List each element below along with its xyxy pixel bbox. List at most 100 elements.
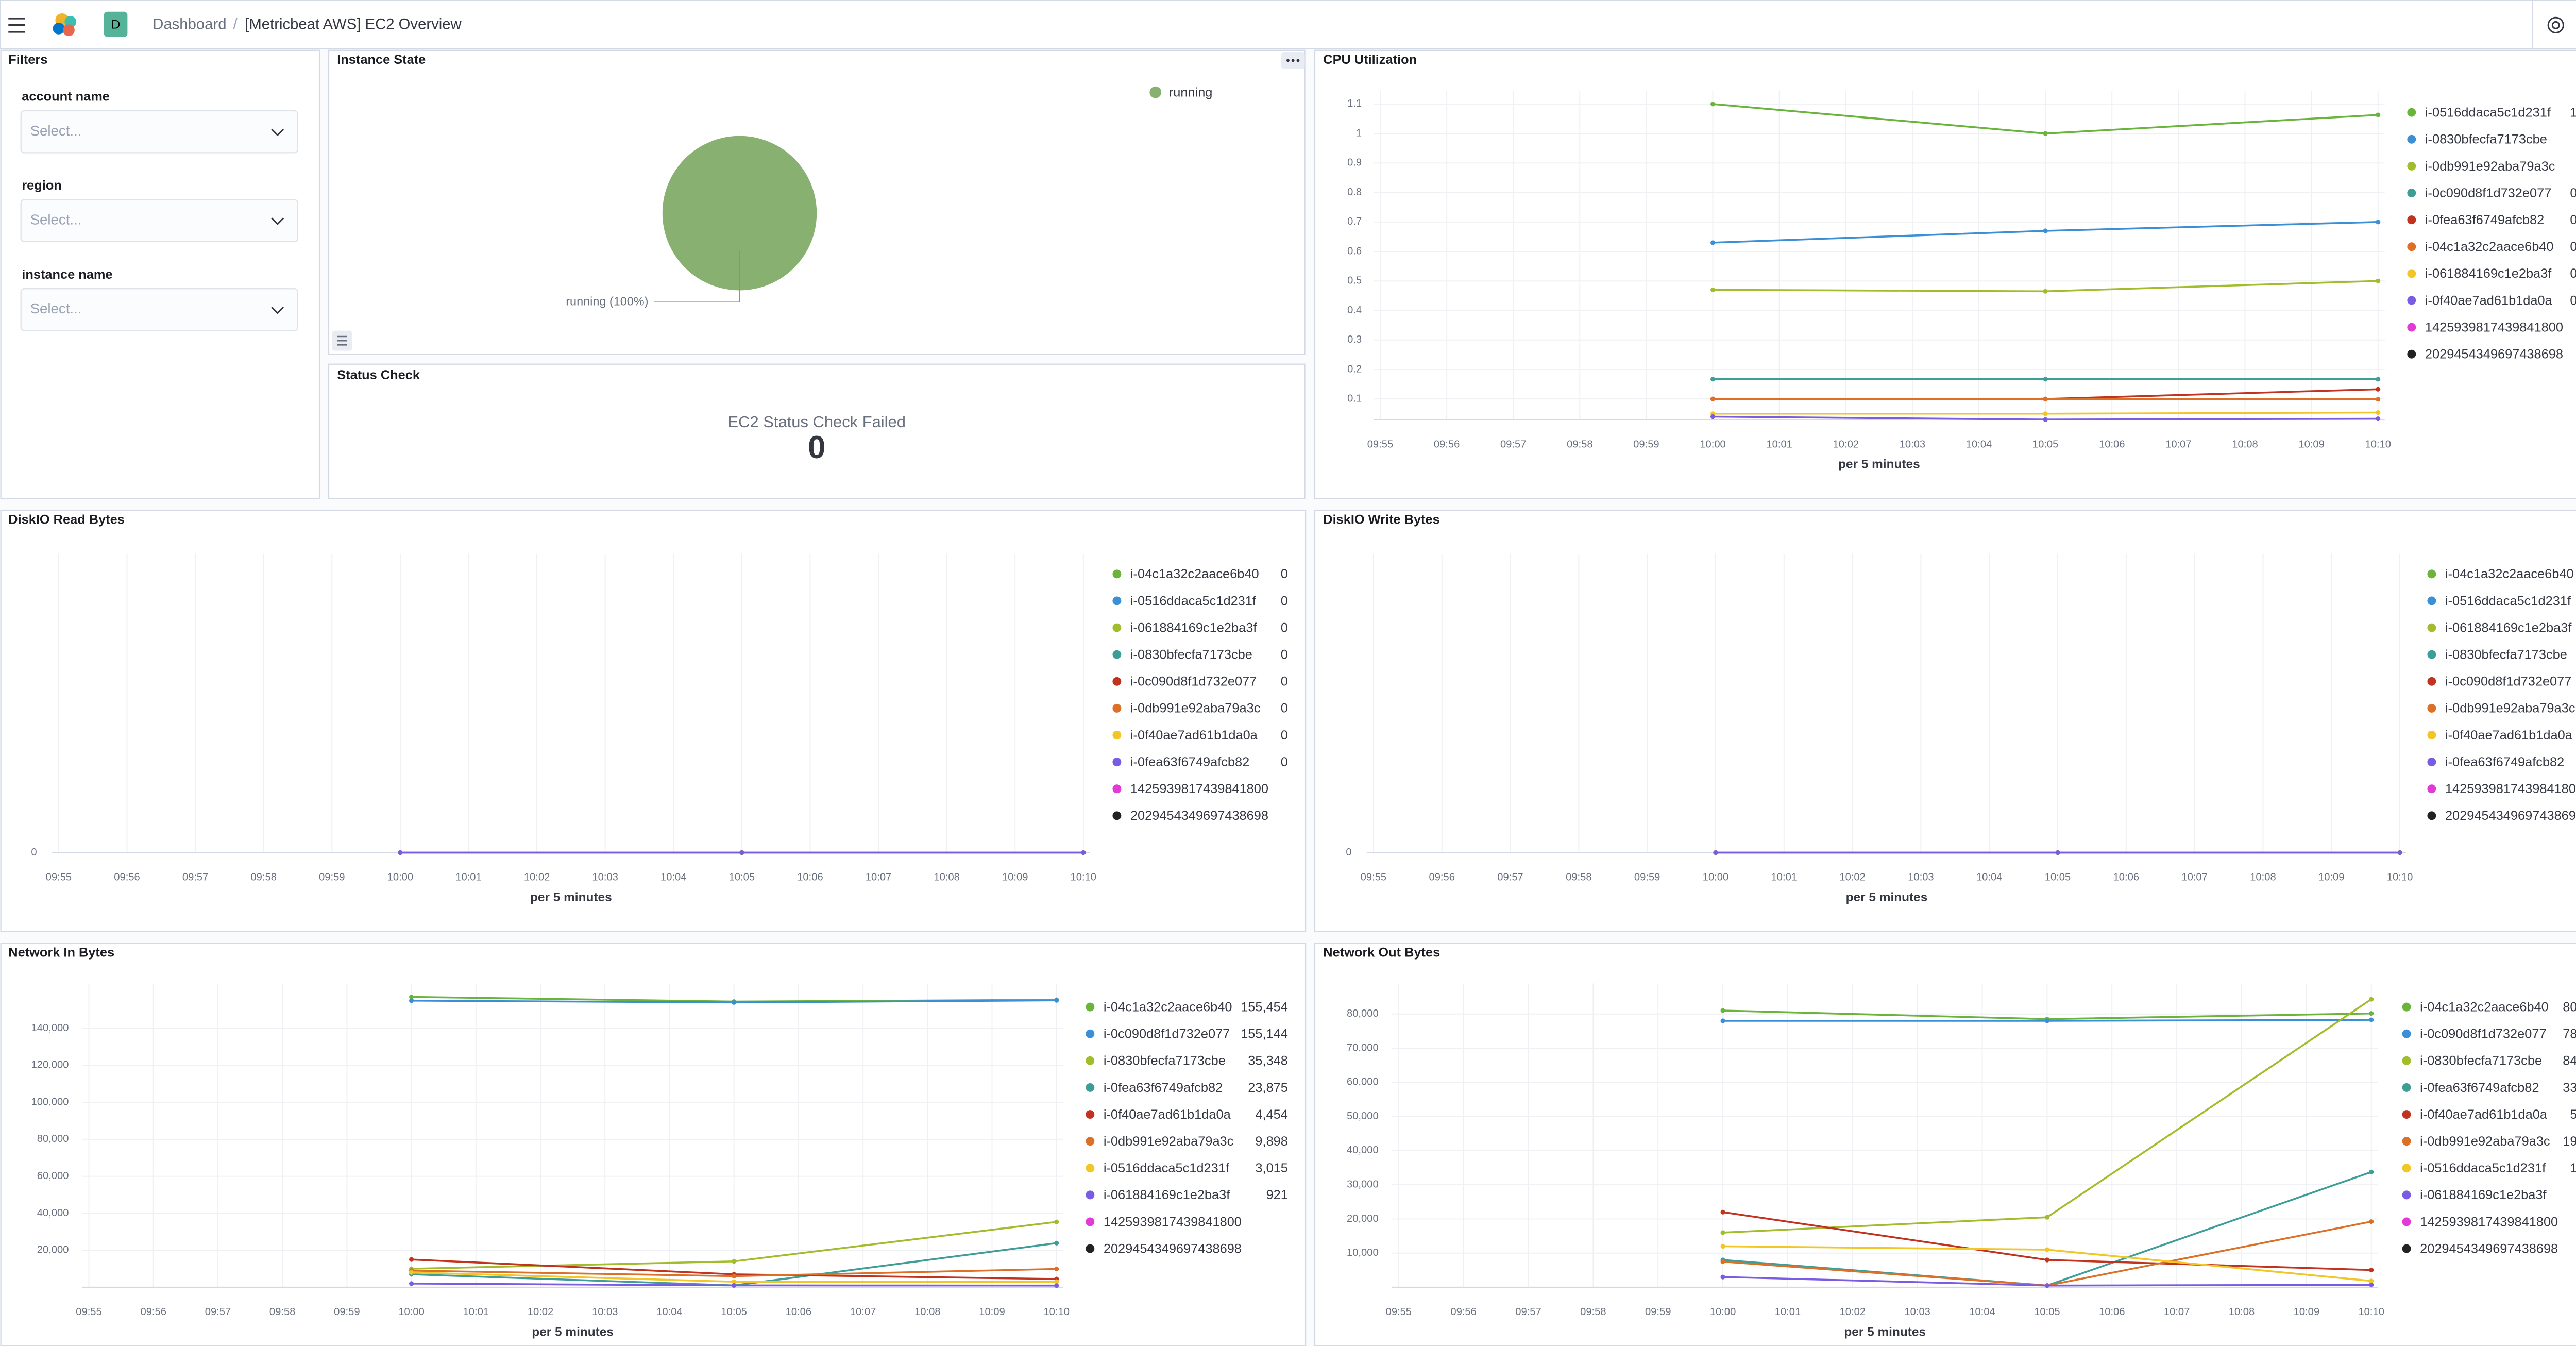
legend-label[interactable]: i-0fea63f6749afcb82 [2420,1081,2539,1095]
legend-swatch[interactable] [1086,1083,1095,1092]
filter-select[interactable] [20,288,298,331]
legend-swatch[interactable] [2427,677,2436,686]
legend-label[interactable]: i-0db991e92aba79a3c [2420,1134,2550,1149]
legend-label[interactable]: i-061884169c1e2ba3f [1104,1188,1230,1202]
legend-swatch[interactable] [1112,596,1122,605]
legend-swatch[interactable] [2427,623,2436,632]
legend-label[interactable]: i-0516ddaca5c1d231f [2445,594,2571,608]
legend-swatch[interactable] [1112,677,1122,686]
legend-label[interactable]: i-0fea63f6749afcb82 [1104,1081,1223,1095]
legend-label[interactable]: i-0830bfecfa7173cbe [2445,648,2567,662]
legend-label[interactable]: 1425939817439841800 [1130,782,1268,796]
legend-label[interactable]: i-0516ddaca5c1d231f [2420,1161,2546,1175]
legend-swatch[interactable] [2427,731,2436,739]
legend-label[interactable]: i-04c1a32c2aace6b40 [2420,1000,2549,1014]
legend-label[interactable]: 2029454349697438698 [1104,1241,1242,1256]
legend-label[interactable]: 1425939817439841800 [2425,320,2563,334]
legend-swatch[interactable] [2427,703,2436,713]
legend-swatch[interactable] [2402,1110,2411,1119]
legend-label[interactable]: i-04c1a32c2aace6b40 [1130,567,1259,581]
legend-swatch[interactable] [2407,296,2416,305]
legend-swatch[interactable] [2427,784,2436,794]
legend-label[interactable]: running [1169,85,1213,99]
legend-swatch[interactable] [1112,569,1122,579]
legend-swatch[interactable] [2407,269,2416,278]
legend-swatch[interactable] [2402,1083,2411,1092]
legend-label[interactable]: i-0f40ae7ad61b1da0a [2445,728,2573,743]
legend-label[interactable]: i-0516ddaca5c1d231f [1104,1161,1230,1175]
legend-label[interactable]: i-061884169c1e2ba3f [2420,1188,2547,1202]
legend-swatch[interactable] [1112,758,1122,767]
legend-label[interactable]: i-0c090d8f1d732e077 [1130,675,1257,689]
legend-label[interactable]: 2029454349697438698 [2445,809,2576,823]
legend-swatch[interactable] [2427,811,2436,820]
legend-label[interactable]: i-061884169c1e2ba3f [1130,620,1257,635]
legend-swatch[interactable] [1086,1190,1095,1200]
legend-label[interactable]: i-0db991e92aba79a3c [1130,701,1261,716]
legend-label[interactable]: i-0516ddaca5c1d231f [1130,594,1257,608]
legend-swatch[interactable] [1086,1029,1095,1038]
legend-swatch[interactable] [2407,323,2416,332]
legend-label[interactable]: 2029454349697438698 [2425,347,2563,362]
legend-label[interactable]: i-04c1a32c2aace6b40 [1104,1000,1232,1014]
breadcrumb-link[interactable]: Dashboard [152,16,226,33]
legend-label[interactable]: i-0db991e92aba79a3c [2425,159,2555,174]
legend-swatch[interactable] [1086,1110,1095,1119]
legend-swatch[interactable] [1112,623,1122,632]
panel-options-button[interactable] [1281,52,1305,69]
legend-swatch[interactable] [2402,1217,2411,1226]
legend-label[interactable]: i-0c090d8f1d732e077 [2425,186,2551,200]
legend-swatch[interactable] [1112,731,1122,739]
legend-label[interactable]: i-0c090d8f1d732e077 [2420,1027,2546,1041]
space-avatar[interactable] [104,11,128,37]
legend-swatch[interactable] [2407,242,2416,251]
legend-label[interactable]: i-0fea63f6749afcb82 [2425,213,2544,227]
legend-toggle-button[interactable] [332,330,352,351]
legend-swatch[interactable] [2407,215,2416,225]
legend-label[interactable]: i-0c090d8f1d732e077 [2445,675,2571,689]
legend-swatch[interactable] [2402,1029,2411,1038]
legend-label[interactable]: i-0f40ae7ad61b1da0a [1104,1107,1231,1122]
legend-label[interactable]: i-04c1a32c2aace6b40 [2425,240,2554,254]
legend-label[interactable]: 2029454349697438698 [2420,1241,2558,1256]
legend-label[interactable]: i-0f40ae7ad61b1da0a [1130,728,1258,743]
legend-label[interactable]: i-061884169c1e2ba3f [2445,620,2572,635]
legend-label[interactable]: i-0830bfecfa7173cbe [1130,648,1252,662]
legend-label[interactable]: i-061884169c1e2ba3f [2425,266,2552,281]
legend-label[interactable]: i-0830bfecfa7173cbe [2420,1054,2542,1068]
legend-label[interactable]: i-0fea63f6749afcb82 [2445,755,2564,769]
legend-swatch[interactable] [2407,189,2416,198]
legend-swatch[interactable] [1086,1056,1095,1065]
legend-swatch[interactable] [2402,1164,2411,1173]
legend-swatch[interactable] [1149,86,1162,98]
legend-label[interactable]: i-0f40ae7ad61b1da0a [2420,1107,2548,1122]
legend-label[interactable]: 2029454349697438698 [1130,809,1268,823]
legend-swatch[interactable] [1086,1137,1095,1146]
legend-swatch[interactable] [1112,650,1122,659]
legend-label[interactable]: i-0db991e92aba79a3c [2445,701,2575,716]
legend-swatch[interactable] [2427,569,2436,579]
legend-swatch[interactable] [2402,1190,2411,1200]
help-icon[interactable] [2547,16,2564,33]
legend-swatch[interactable] [2427,650,2436,659]
menu-button[interactable] [8,18,25,33]
legend-label[interactable]: i-0c090d8f1d732e077 [1104,1027,1230,1041]
legend-swatch[interactable] [2407,349,2416,359]
legend-label[interactable]: i-04c1a32c2aace6b40 [2445,567,2574,581]
legend-label[interactable]: 1425939817439841800 [2420,1215,2558,1229]
legend-swatch[interactable] [1086,1164,1095,1173]
legend-swatch[interactable] [2407,161,2416,171]
legend-swatch[interactable] [2402,1002,2411,1012]
legend-swatch[interactable] [2407,134,2416,144]
legend-swatch[interactable] [2402,1137,2411,1146]
legend-swatch[interactable] [1086,1217,1095,1226]
legend-label[interactable]: i-0830bfecfa7173cbe [2425,132,2547,147]
legend-swatch[interactable] [1086,1002,1095,1012]
legend-label[interactable]: i-0516ddaca5c1d231f [2425,106,2551,120]
legend-label[interactable]: i-0fea63f6749afcb82 [1130,755,1249,769]
legend-swatch[interactable] [1112,811,1122,820]
legend-swatch[interactable] [2407,108,2416,117]
legend-swatch[interactable] [2402,1244,2411,1253]
legend-label[interactable]: i-0db991e92aba79a3c [1104,1134,1234,1149]
filter-select[interactable] [20,110,298,154]
